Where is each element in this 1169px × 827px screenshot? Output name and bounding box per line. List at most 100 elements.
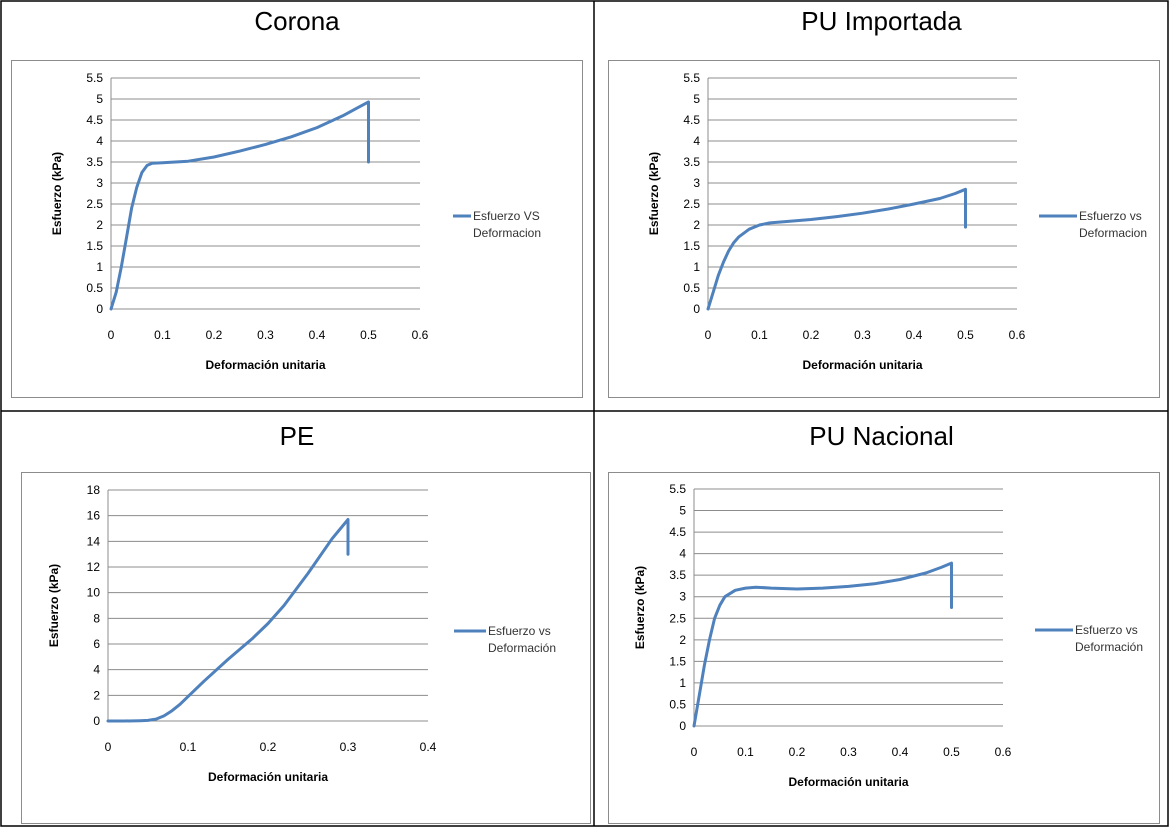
y-tick-label: 2.5	[86, 197, 103, 211]
legend-label: Esfuerzo vs Deformacion	[1079, 209, 1147, 240]
x-tick-label: 0	[105, 740, 112, 754]
x-tick-label: 0.5	[360, 328, 377, 342]
y-tick-label: 1	[96, 260, 103, 274]
y-tick-label: 0	[93, 714, 100, 728]
series-line	[106, 518, 350, 723]
y-tick-label: 8	[93, 611, 100, 625]
y-tick-label: 5.5	[669, 482, 686, 496]
y-tick-label: 2	[93, 688, 100, 702]
cell-pu-importada: PU Importada 0 0.5 1 1.5 2 2.5 3 3.5 4 4.5 5 5.5 0 0.…	[594, 0, 1169, 411]
legend-label: Esfuerzo vs Deformación	[1075, 623, 1143, 654]
x-tick-label: 0.2	[789, 745, 806, 759]
x-tick-label: 0.1	[737, 745, 754, 759]
y-tick-label: 0	[96, 302, 103, 316]
y-tick-label: 6	[93, 637, 100, 651]
x-tick-label: 0.1	[751, 328, 768, 342]
x-tick-label: 0.1	[154, 328, 171, 342]
y-tick-label: 1	[693, 260, 700, 274]
cell-pe: PE 0 2 4 6 8 10 12 14 16 18 0 0.1 0.2 0.3 0.4 Deformaci…	[0, 411, 594, 827]
x-tick-label: 0.2	[260, 740, 277, 754]
x-tick-label: 0	[705, 328, 712, 342]
series-line	[692, 561, 953, 728]
y-tick-label: 4	[96, 134, 103, 148]
y-tick-label: 3.5	[86, 155, 103, 169]
chart-title-pu-importada: PU Importada	[801, 6, 962, 36]
y-tick-label: 1.5	[669, 654, 686, 668]
chart-svg-pe: 0 2 4 6 8 10 12 14 16 18 0 0.1 0.2 0.3 0.4 Deformación …	[47, 483, 556, 784]
x-tick-label: 0.2	[803, 328, 820, 342]
chart-area-pu-nacional: 0 0.5 1 1.5 2 2.5 3 3.5 4 4.5 5 5.5 0 0.1 0.2 0.3 0.4 0.5…	[608, 472, 1160, 824]
cell-pu-nacional: PU Nacional 0 0.5 1 1.5 2 2.5 3 3.5 4 4.5 5 5.5 0 0.1…	[594, 411, 1169, 827]
y-tick-label: 5	[96, 92, 103, 106]
y-tick-label: 4	[679, 547, 686, 561]
y-axis-title: Esfuerzo (kPa)	[647, 152, 661, 235]
y-tick-label: 3	[693, 176, 700, 190]
x-tick-label: 0.3	[257, 328, 274, 342]
y-tick-label: 0.5	[683, 281, 700, 295]
y-tick-label: 5.5	[683, 71, 700, 85]
y-tick-label: 12	[87, 560, 101, 574]
y-tick-label: 0.5	[86, 281, 103, 295]
chart-area-corona: 0 0.5 1 1.5 2 2.5 3 3.5 4 4.5 5 5.5 0 0.1 0.2 0.3 0.4 0.5…	[11, 60, 583, 398]
y-tick-label: 3	[679, 590, 686, 604]
x-tick-label: 0.3	[854, 328, 871, 342]
y-tick-label: 2	[96, 218, 103, 232]
y-tick-label: 14	[87, 534, 101, 548]
x-tick-label: 0.4	[420, 740, 437, 754]
y-tick-label: 2.5	[683, 197, 700, 211]
x-tick-label: 0.4	[309, 328, 326, 342]
y-tick-label: 3.5	[683, 155, 700, 169]
y-tick-label: 1	[679, 676, 686, 690]
x-tick-label: 0.4	[906, 328, 923, 342]
x-axis-title: Deformación unitaria	[802, 358, 922, 372]
y-tick-label: 4.5	[683, 113, 700, 127]
y-tick-label: 16	[87, 509, 101, 523]
y-axis-title: Esfuerzo (kPa)	[633, 566, 647, 649]
y-tick-label: 18	[87, 483, 101, 497]
y-tick-label: 5	[679, 504, 686, 518]
x-axis-title: Deformación unitaria	[788, 775, 908, 789]
x-tick-label: 0.5	[943, 745, 960, 759]
y-tick-label: 2	[679, 633, 686, 647]
legend-label: Esfuerzo vs Deformación	[488, 624, 556, 655]
x-tick-label: 0	[108, 328, 115, 342]
chart-svg-pu-nacional: 0 0.5 1 1.5 2 2.5 3 3.5 4 4.5 5 5.5 0 0.1 0.2 0.3 0.4 0.5…	[633, 482, 1143, 789]
series-line	[706, 187, 967, 311]
x-tick-label: 0.3	[340, 740, 357, 754]
y-axis-title: Esfuerzo (kPa)	[50, 152, 64, 235]
y-tick-label: 0.5	[669, 697, 686, 711]
y-axis-title: Esfuerzo (kPa)	[47, 564, 61, 647]
y-tick-label: 4.5	[86, 113, 103, 127]
chart-area-pe: 0 2 4 6 8 10 12 14 16 18 0 0.1 0.2 0.3 0.4 Deformación …	[21, 472, 591, 824]
chart-title-pu-nacional: PU Nacional	[809, 421, 954, 451]
chart-area-pu-importada: 0 0.5 1 1.5 2 2.5 3 3.5 4 4.5 5 5.5 0 0.1 0.2 0.3 0.4 0.5…	[608, 60, 1160, 398]
y-tick-label: 2.5	[669, 611, 686, 625]
x-tick-label: 0.6	[1009, 328, 1026, 342]
x-axis-title: Deformación unitaria	[208, 770, 328, 784]
x-tick-label: 0.1	[180, 740, 197, 754]
y-tick-label: 1.5	[683, 239, 700, 253]
legend-label: Esfuerzo VS Deformacion	[473, 209, 541, 240]
x-tick-label: 0.3	[840, 745, 857, 759]
x-tick-label: 0.2	[206, 328, 223, 342]
cell-corona: Corona 0 0.5 1 1.5 2 2.5 3 3.5 4 4.5 5 5.5 0 0.1 0.2 0.…	[0, 0, 594, 411]
chart-title-corona: Corona	[254, 6, 340, 36]
y-tick-label: 5	[693, 92, 700, 106]
y-tick-label: 0	[679, 719, 686, 733]
y-tick-label: 1.5	[86, 239, 103, 253]
y-tick-label: 2	[693, 218, 700, 232]
y-tick-label: 4	[693, 134, 700, 148]
y-tick-label: 5.5	[86, 71, 103, 85]
y-tick-label: 10	[87, 586, 101, 600]
y-tick-label: 0	[693, 302, 700, 316]
chart-svg-corona: 0 0.5 1 1.5 2 2.5 3 3.5 4 4.5 5 5.5 0 0.1 0.2 0.3 0.4 0.5…	[50, 71, 541, 372]
y-tick-label: 3	[96, 176, 103, 190]
series-line	[109, 100, 370, 311]
chart-title-pe: PE	[279, 421, 315, 451]
x-tick-label: 0.5	[957, 328, 974, 342]
y-tick-label: 4.5	[669, 525, 686, 539]
y-tick-label: 4	[93, 663, 100, 677]
x-tick-label: 0.4	[892, 745, 909, 759]
